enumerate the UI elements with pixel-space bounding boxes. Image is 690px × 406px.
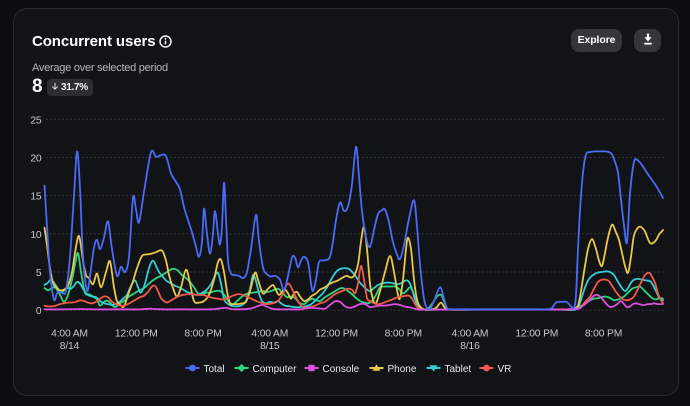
svg-text:12:00 PM: 12:00 PM — [315, 329, 358, 340]
svg-text:12:00 PM: 12:00 PM — [515, 329, 558, 340]
svg-text:Computer: Computer — [253, 364, 298, 375]
svg-text:15: 15 — [30, 192, 42, 203]
svg-text:4:00 AM: 4:00 AM — [452, 329, 489, 340]
svg-text:20: 20 — [30, 154, 42, 165]
svg-text:Phone: Phone — [388, 364, 417, 375]
svg-text:8/15: 8/15 — [260, 341, 280, 352]
svg-text:4:00 AM: 4:00 AM — [251, 329, 288, 340]
svg-text:8:00 PM: 8:00 PM — [585, 329, 622, 340]
svg-text:VR: VR — [498, 364, 512, 375]
svg-text:Total: Total — [204, 364, 225, 375]
svg-text:8:00 PM: 8:00 PM — [385, 329, 422, 340]
svg-text:8/14: 8/14 — [60, 341, 80, 352]
svg-text:10: 10 — [30, 230, 42, 241]
svg-text:8/16: 8/16 — [460, 341, 480, 352]
svg-text:Tablet: Tablet — [445, 364, 472, 375]
svg-text:12:00 PM: 12:00 PM — [115, 329, 158, 340]
svg-text:Console: Console — [323, 364, 360, 375]
svg-text:5: 5 — [36, 268, 42, 279]
svg-text:0: 0 — [36, 306, 42, 317]
svg-text:25: 25 — [30, 115, 42, 126]
svg-text:8:00 PM: 8:00 PM — [184, 329, 221, 340]
svg-text:4:00 AM: 4:00 AM — [51, 329, 88, 340]
